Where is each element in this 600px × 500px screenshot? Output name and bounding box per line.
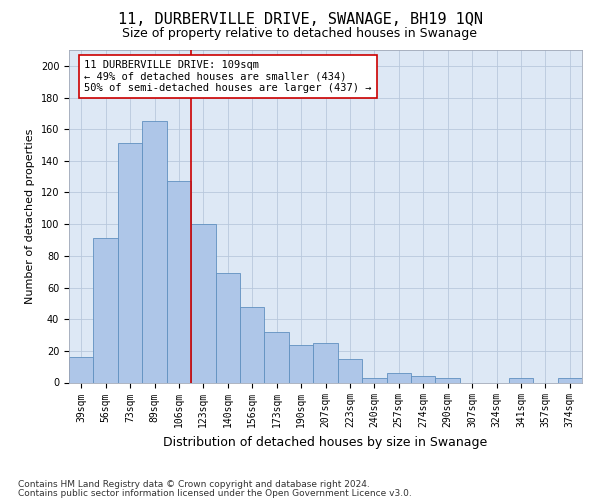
Bar (265, 332, 289, 382)
Bar (411, 376, 436, 382)
Bar (69, 357, 94, 382)
Text: Contains public sector information licensed under the Open Government Licence v3: Contains public sector information licen… (18, 488, 412, 498)
Text: Size of property relative to detached houses in Swanage: Size of property relative to detached ho… (122, 28, 478, 40)
Bar (118, 144, 142, 382)
Bar (215, 273, 240, 382)
Bar (142, 121, 167, 382)
Bar (167, 182, 191, 382)
Bar (240, 306, 265, 382)
Bar (191, 224, 215, 382)
Bar (386, 373, 411, 382)
Bar (362, 378, 386, 382)
Text: 11 DURBERVILLE DRIVE: 109sqm
← 49% of detached houses are smaller (434)
50% of s: 11 DURBERVILLE DRIVE: 109sqm ← 49% of de… (85, 60, 372, 93)
Bar (338, 359, 362, 382)
Y-axis label: Number of detached properties: Number of detached properties (25, 128, 35, 304)
Text: Contains HM Land Registry data © Crown copyright and database right 2024.: Contains HM Land Registry data © Crown c… (18, 480, 370, 489)
Bar (509, 378, 533, 382)
Bar (436, 378, 460, 382)
Text: 11, DURBERVILLE DRIVE, SWANAGE, BH19 1QN: 11, DURBERVILLE DRIVE, SWANAGE, BH19 1QN (118, 12, 482, 26)
Bar (313, 343, 338, 382)
Bar (557, 378, 582, 382)
Bar (289, 344, 313, 383)
X-axis label: Distribution of detached houses by size in Swanage: Distribution of detached houses by size … (163, 436, 488, 449)
Bar (94, 238, 118, 382)
